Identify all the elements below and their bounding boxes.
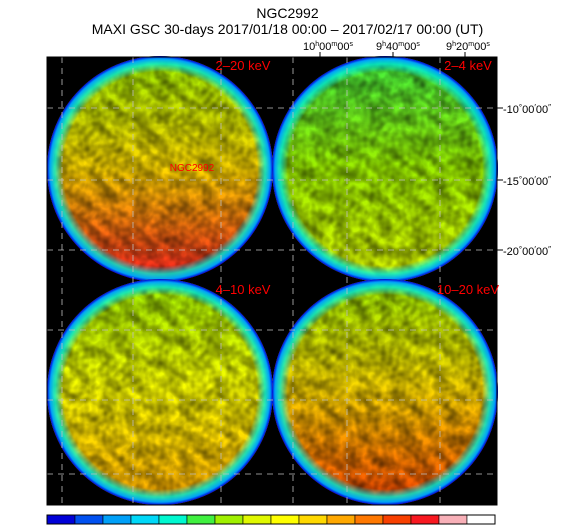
band-label-3: 10–20 keV: [437, 282, 499, 297]
band-label-1: 2–4 keV: [444, 58, 492, 73]
colorbar-cell-10: [326, 514, 356, 525]
object-title: NGC2992: [256, 5, 319, 21]
colorbar-cell-11: [354, 514, 384, 525]
colorbar-cell-7: [242, 514, 272, 525]
colorbar-cell-14: [438, 514, 468, 525]
dec-label-0: -10°00′00″: [503, 103, 551, 116]
colorbar-cell-15: [466, 514, 496, 525]
colorbar-cell-9: [298, 514, 328, 525]
map-frame: [46, 52, 503, 506]
colorbar-cell-3: [130, 514, 160, 525]
band-panel-0: [47, 56, 273, 282]
ra-label-2: 9h20m00s: [446, 41, 490, 53]
band-label-2: 4–10 keV: [216, 282, 271, 297]
colorbar-cell-6: [214, 514, 244, 525]
dec-label-1: -15°00′00″: [503, 175, 551, 188]
source-label: NGC2992: [170, 163, 215, 174]
ra-label-0: 10h00m00s: [303, 41, 353, 53]
colorbar-cell-13: [410, 514, 440, 525]
band-panel-2: [47, 279, 273, 505]
coordinate-grid: [47, 57, 497, 505]
dec-label-2: -20°00′00″: [503, 245, 551, 258]
colorbar-cell-2: [102, 514, 132, 525]
observation-subtitle: MAXI GSC 30-days 2017/01/18 00:00 – 2017…: [91, 21, 484, 37]
colorbar-cell-0: [46, 514, 76, 525]
band-panel-1: [272, 56, 498, 282]
colorbar-cell-12: [382, 514, 412, 525]
band-label-0: 2–20 keV: [216, 58, 271, 73]
colorbar-cell-4: [158, 514, 188, 525]
band-panel-3: [272, 279, 498, 505]
colorbar-cell-1: [74, 514, 104, 525]
colorbar-cell-5: [186, 514, 216, 525]
ra-label-1: 9h40m00s: [376, 41, 420, 53]
colorbar-cell-8: [270, 514, 300, 525]
